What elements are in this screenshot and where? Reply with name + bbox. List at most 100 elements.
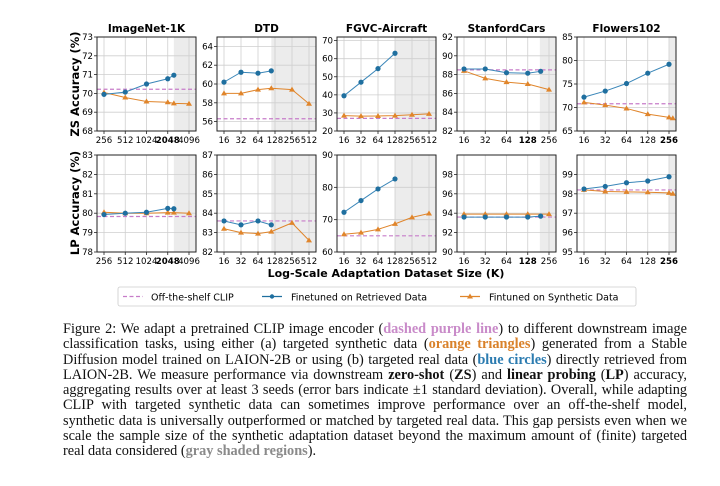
x-tick-label: 16 [579,257,590,267]
synthetic-point [221,225,227,231]
synthetic-point [482,75,489,81]
y-tick-label: 98 [442,170,453,180]
shaded-region [669,155,676,252]
retrieved-point [375,66,381,72]
y-tick-label: 70 [562,104,573,114]
caption-segment: gray shaded regions [185,443,308,460]
plot-frame [96,154,197,253]
x-tick-label: 128 [640,136,656,146]
y-tick-label: 85 [562,33,573,43]
retrieved-point [461,214,467,220]
synthetic-point [409,214,415,220]
plot-frame [576,36,677,132]
y-tick-label: 96 [442,190,453,200]
y-tick-label: 79 [82,229,93,239]
chart-title: ImageNet-1K [108,23,186,35]
retrieved-series-line [343,178,396,213]
retrieved-point [358,79,364,85]
y-tick-label: 80 [322,183,333,193]
x-tick-label: 4096 [178,136,200,146]
x-tick-label: 32 [356,257,367,267]
chart-panel-lp-4: 16 32 64 128 256 95 96 97 98 99 [562,154,678,267]
caption-segment: ZS [454,366,472,383]
synthetic-point [669,115,676,121]
retrieved-point [165,205,171,211]
synthetic-point [503,79,510,85]
retrieved-point [525,70,531,76]
synthetic-series-line [343,213,430,235]
caption-segment: ) directly retrieved from LAION-2B. We m… [63,351,687,383]
chart-panel-fgvc-aircraft: 16 32 64 128 256 512 20 30 40 50 60 70 FGVC-Aircraft [322,23,437,146]
y-tick-label: 65 [562,127,573,137]
retrieved-point [255,218,261,224]
x-tick-label: 128 [387,257,403,267]
x-tick-label: 64 [253,257,264,267]
synthetic-point [503,211,510,217]
y-tick-label: 40 [322,91,333,101]
retrieved-point [375,186,381,192]
y-tick-label: 82 [442,127,453,137]
y-tick-label: 90 [442,52,453,62]
synthetic-point [426,210,432,216]
legend-clip-label: Off-the-shelf CLIP [151,293,234,304]
plot-frame [216,36,317,132]
y-tick-label: 62 [202,61,213,71]
synthetic-point [375,112,381,118]
y-tick-label: 83 [82,151,93,161]
retrieved-point [645,178,651,184]
synthetic-point [238,229,244,235]
y-tick-label: 86 [202,170,213,180]
chart-panel-stanfordcars: 16 32 64 128 256 82 84 86 88 90 92 StanfordCars [442,23,557,146]
x-tick-label: 512 [117,257,133,267]
x-tick-label: 4096 [178,257,200,267]
synthetic-point [221,90,227,96]
retrieved-point [122,210,128,216]
synthetic-point [581,99,587,105]
chart-title: DTD [254,23,279,35]
synthetic-point [268,85,275,91]
retrieved-point [581,186,587,192]
synthetic-point [461,211,467,217]
x-tick-label: 512 [301,136,317,146]
y-tick-label: 60 [322,248,333,258]
retrieved-point [482,214,488,220]
retrieved-point [341,93,347,99]
synthetic-point [255,230,261,236]
retrieved-point [238,69,244,75]
synthetic-point [409,111,415,117]
y-tick-label: 84 [202,209,213,219]
x-tick-label: 16 [219,136,230,146]
x-tick-label: 16 [339,136,350,146]
synthetic-point [666,189,672,195]
chart-title: Flowers102 [592,23,660,35]
y-tick-label: 97 [562,209,573,219]
retrieved-point [221,218,227,224]
y-tick-label: 58 [202,99,213,109]
synthetic-point [306,100,312,106]
synthetic-point [341,231,347,237]
retrieved-point [482,66,488,72]
x-tick-label: 256 [541,257,557,267]
retrieved-point [525,214,531,220]
x-tick-label: 512 [117,136,133,146]
caption-segment: ) accuracy, aggregating results over at … [63,366,687,460]
x-tick-label: 256 [541,136,557,146]
retrieved-point [623,180,630,186]
y-tick-label: 98 [562,190,573,200]
y-tick-label: 86 [442,89,453,99]
y-tick-label: 68 [82,127,93,137]
x-tick-label: 128 [387,136,403,146]
y-tick-label: 81 [82,190,93,200]
chart-panel-lp-3: 16 32 64 128 256 90 92 94 96 98 [442,154,557,267]
synthetic-point [289,219,295,225]
y-tick-label: 70 [322,216,333,226]
synthetic-point [164,99,171,105]
x-tick-label: 32 [600,136,611,146]
synthetic-series-line [224,87,310,105]
retrieved-point [143,81,150,87]
x-tick-label: 256 [284,257,300,267]
synthetic-point [170,100,177,106]
x-tick-label: 1024 [136,257,158,267]
x-tick-label: 32 [236,257,247,267]
synthetic-point [289,86,295,92]
